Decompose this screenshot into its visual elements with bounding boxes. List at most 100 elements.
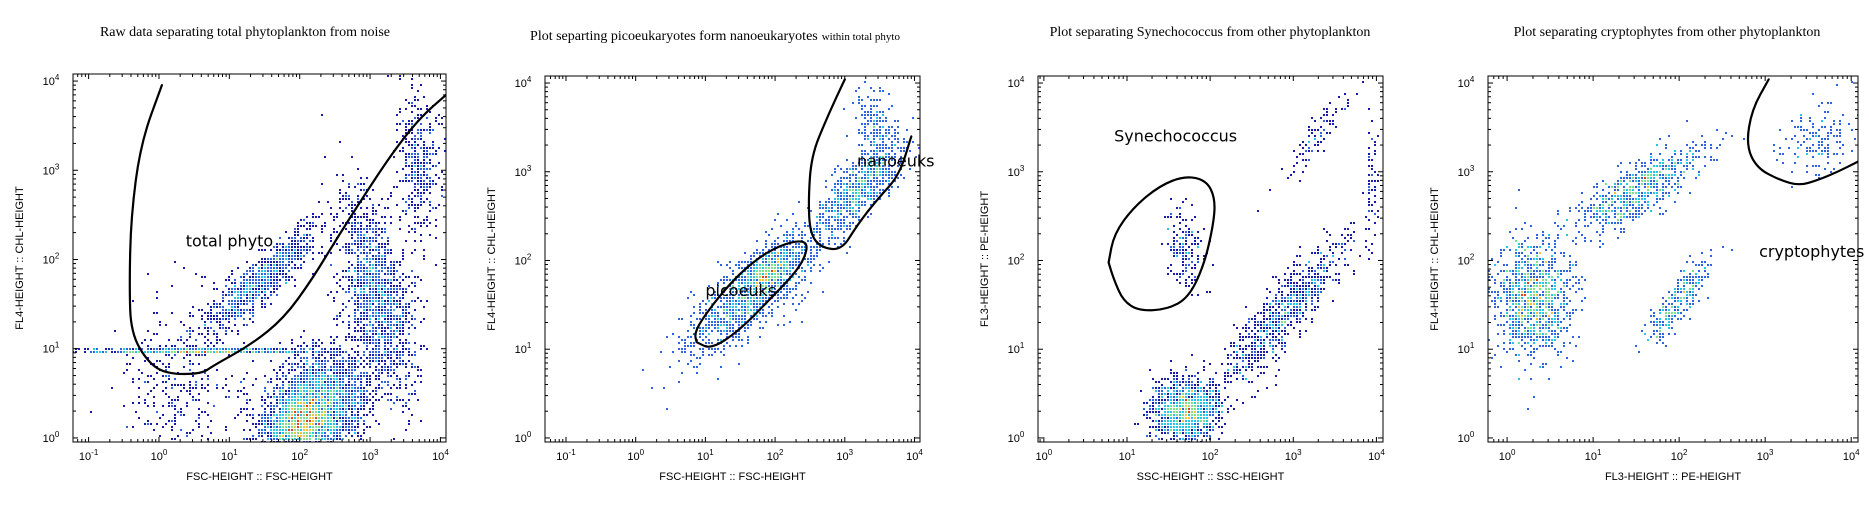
density-bin	[270, 435, 272, 437]
plot-frame	[72, 73, 447, 443]
density-bin	[267, 270, 269, 272]
density-bin	[699, 357, 701, 359]
density-bin	[237, 267, 239, 269]
density-bin	[1158, 402, 1160, 404]
density-bin	[882, 177, 884, 179]
density-bin	[357, 216, 359, 218]
density-bin	[1197, 402, 1199, 404]
density-bin	[810, 240, 812, 242]
density-bin	[318, 363, 320, 365]
density-bin	[360, 378, 362, 380]
density-bin	[831, 228, 833, 230]
density-bin	[408, 144, 410, 146]
density-bin	[246, 303, 248, 305]
density-bin	[729, 321, 731, 323]
density-bin	[147, 348, 149, 350]
density-bin	[120, 351, 122, 353]
density-bin	[441, 186, 443, 188]
density-bin	[315, 342, 317, 344]
density-bin	[357, 417, 359, 419]
density-bin	[369, 273, 371, 275]
density-bin	[1164, 399, 1166, 401]
density-bin	[285, 249, 287, 251]
density-bin	[243, 285, 245, 287]
density-bin	[357, 366, 359, 368]
density-bin	[234, 306, 236, 308]
density-bin	[1218, 402, 1220, 404]
density-bin	[1197, 384, 1199, 386]
density-bin	[375, 270, 377, 272]
density-bin	[441, 171, 443, 173]
density-bin	[321, 225, 323, 227]
density-bin	[270, 273, 272, 275]
density-bin	[387, 75, 389, 77]
density-bin	[774, 246, 776, 248]
density-bin	[252, 288, 254, 290]
density-bin	[864, 177, 866, 179]
density-bin	[249, 429, 251, 431]
density-bin	[279, 252, 281, 254]
density-bin	[759, 264, 761, 266]
density-bin	[738, 285, 740, 287]
density-bin	[870, 144, 872, 146]
density-bin	[774, 273, 776, 275]
density-bin	[342, 414, 344, 416]
density-bin	[180, 429, 182, 431]
density-bin	[384, 255, 386, 257]
density-bin	[732, 273, 734, 275]
density-bin	[294, 249, 296, 251]
density-bin	[705, 309, 707, 311]
density-bin	[339, 141, 341, 143]
density-bin	[327, 351, 329, 353]
density-bin	[423, 189, 425, 191]
density-bin	[276, 438, 278, 440]
density-bin	[843, 231, 845, 233]
density-bin	[345, 387, 347, 389]
density-bin	[426, 183, 428, 185]
density-bin	[771, 270, 773, 272]
density-bin	[711, 330, 713, 332]
density-bin	[234, 297, 236, 299]
density-bin	[1170, 402, 1172, 404]
density-bin	[750, 270, 752, 272]
density-bin	[282, 273, 284, 275]
density-bin	[234, 417, 236, 419]
density-bin	[309, 417, 311, 419]
density-bin	[345, 408, 347, 410]
density-bin	[852, 189, 854, 191]
density-bin	[774, 240, 776, 242]
density-bin	[396, 399, 398, 401]
density-bin	[747, 294, 749, 296]
density-bin	[408, 204, 410, 206]
density-bin	[285, 255, 287, 257]
density-bin	[147, 273, 149, 275]
density-bin	[219, 306, 221, 308]
density-bin	[864, 189, 866, 191]
density-bin	[303, 429, 305, 431]
density-bin	[243, 273, 245, 275]
density-bin	[897, 165, 899, 167]
density-bin	[747, 276, 749, 278]
density-bin	[363, 276, 365, 278]
density-bin	[156, 348, 158, 350]
density-bin	[402, 150, 404, 152]
density-bin	[333, 339, 335, 341]
density-bin	[417, 183, 419, 185]
density-bin	[333, 369, 335, 371]
density-bin	[276, 384, 278, 386]
density-bin	[213, 351, 215, 353]
density-bin	[1191, 396, 1193, 398]
density-bin	[411, 111, 413, 113]
density-bin	[423, 306, 425, 308]
density-bin	[339, 249, 341, 251]
density-bin	[900, 150, 902, 152]
density-bin	[1173, 372, 1175, 374]
density-bin	[309, 432, 311, 434]
density-bin	[180, 339, 182, 341]
density-bin	[777, 273, 779, 275]
density-bin	[840, 225, 842, 227]
density-bin	[402, 210, 404, 212]
density-bin	[174, 423, 176, 425]
density-bin	[333, 402, 335, 404]
density-bin	[279, 264, 281, 266]
